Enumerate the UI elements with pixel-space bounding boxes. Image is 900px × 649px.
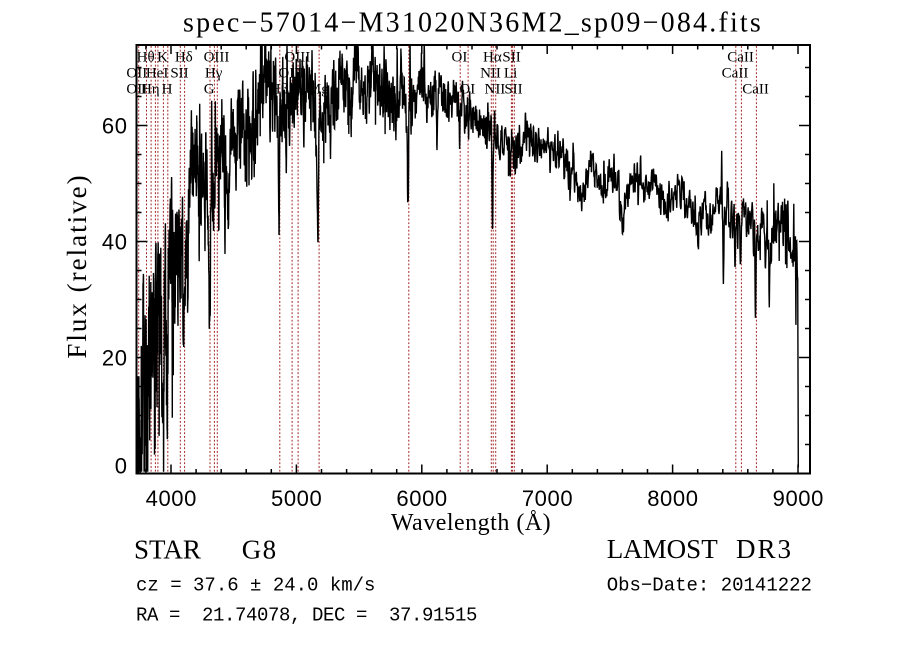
svg-text:5000: 5000 [271, 486, 322, 511]
svg-text:7000: 7000 [522, 486, 573, 511]
svg-text:OIII: OIII [284, 50, 310, 66]
svg-text:CaII: CaII [742, 82, 769, 98]
svg-text:HeI: HeI [146, 66, 169, 82]
svg-text:Hδ: Hδ [175, 50, 193, 66]
svg-text:DR3: DR3 [736, 534, 793, 564]
svg-text:Wavelength (Å): Wavelength (Å) [391, 510, 551, 536]
svg-text:0: 0 [115, 454, 128, 479]
svg-text:NII: NII [480, 66, 501, 82]
svg-text:20: 20 [102, 346, 128, 371]
svg-text:8000: 8000 [647, 486, 698, 511]
svg-text:Hα: Hα [483, 50, 502, 66]
svg-text:Hη: Hη [141, 82, 160, 98]
svg-text:K: K [157, 50, 168, 66]
svg-text:Li: Li [504, 66, 517, 82]
svg-text:40: 40 [102, 230, 128, 255]
svg-text:Flux (relative): Flux (relative) [62, 173, 92, 358]
svg-text:G8: G8 [242, 535, 278, 565]
svg-text:CaII: CaII [727, 50, 754, 66]
svg-text:LAMOST: LAMOST [607, 534, 719, 564]
svg-text:Hγ: Hγ [205, 66, 223, 82]
svg-text:60: 60 [102, 114, 128, 139]
svg-text:SII: SII [504, 82, 522, 98]
svg-text:4000: 4000 [146, 486, 197, 511]
svg-text:6000: 6000 [396, 486, 447, 511]
svg-text:cz = 37.6 ± 24.0 km/s: cz = 37.6 ± 24.0 km/s [136, 575, 375, 597]
svg-text:CaII: CaII [722, 66, 749, 82]
svg-text:9000: 9000 [773, 486, 824, 511]
svg-text:STAR: STAR [134, 535, 201, 565]
svg-text:Obs−Date: 20141222: Obs−Date: 20141222 [607, 575, 812, 597]
svg-text:RA = 21.74078, DEC = 37.9151: RA = 21.74078, DEC = 37.91515 [136, 605, 477, 627]
svg-text:G: G [204, 82, 215, 98]
svg-text:Hθ: Hθ [137, 50, 155, 66]
svg-text:NII: NII [484, 82, 505, 98]
svg-text:SII: SII [502, 50, 520, 66]
svg-text:OI: OI [451, 50, 467, 66]
svg-text:spec−57014−M31020N36M2_sp09−08: spec−57014−M31020N36M2_sp09−084.fits [183, 8, 763, 39]
svg-text:OIII: OIII [204, 50, 230, 66]
svg-text:H: H [162, 82, 173, 98]
svg-text:SII: SII [170, 66, 188, 82]
